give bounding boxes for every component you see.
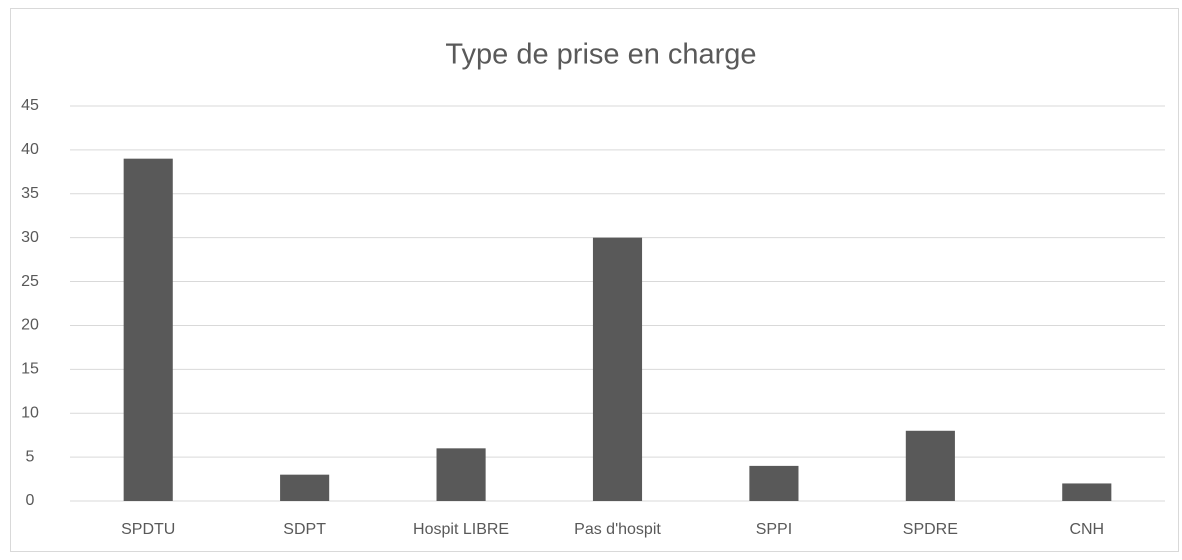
y-tick-label: 45: [21, 97, 39, 114]
x-tick-label: CNH: [1069, 521, 1104, 538]
chart-title: Type de prise en charge: [445, 39, 756, 71]
y-tick-label: 40: [21, 141, 39, 158]
bar: [592, 237, 643, 501]
bar: [280, 474, 330, 501]
y-tick-label: 0: [26, 492, 35, 509]
bar: [905, 430, 955, 501]
y-tick-label: 20: [21, 317, 39, 334]
y-tick-label: 15: [21, 361, 39, 378]
y-tick-label: 35: [21, 185, 39, 202]
bar: [1062, 483, 1112, 501]
y-tick-label: 25: [21, 273, 39, 290]
x-tick-label: SDPT: [283, 521, 326, 538]
y-tick-label: 5: [26, 448, 35, 465]
x-tick-label: SPPI: [756, 521, 792, 538]
y-tick-label: 10: [21, 404, 39, 421]
bar: [436, 448, 486, 501]
y-tick-label: 30: [21, 229, 39, 246]
bar: [749, 465, 799, 501]
x-tick-label: Pas d'hospit: [574, 521, 661, 538]
x-tick-label: SPDTU: [121, 521, 175, 538]
bar: [123, 158, 173, 501]
x-tick-label: Hospit LIBRE: [413, 521, 509, 538]
x-tick-label: SPDRE: [903, 521, 958, 538]
